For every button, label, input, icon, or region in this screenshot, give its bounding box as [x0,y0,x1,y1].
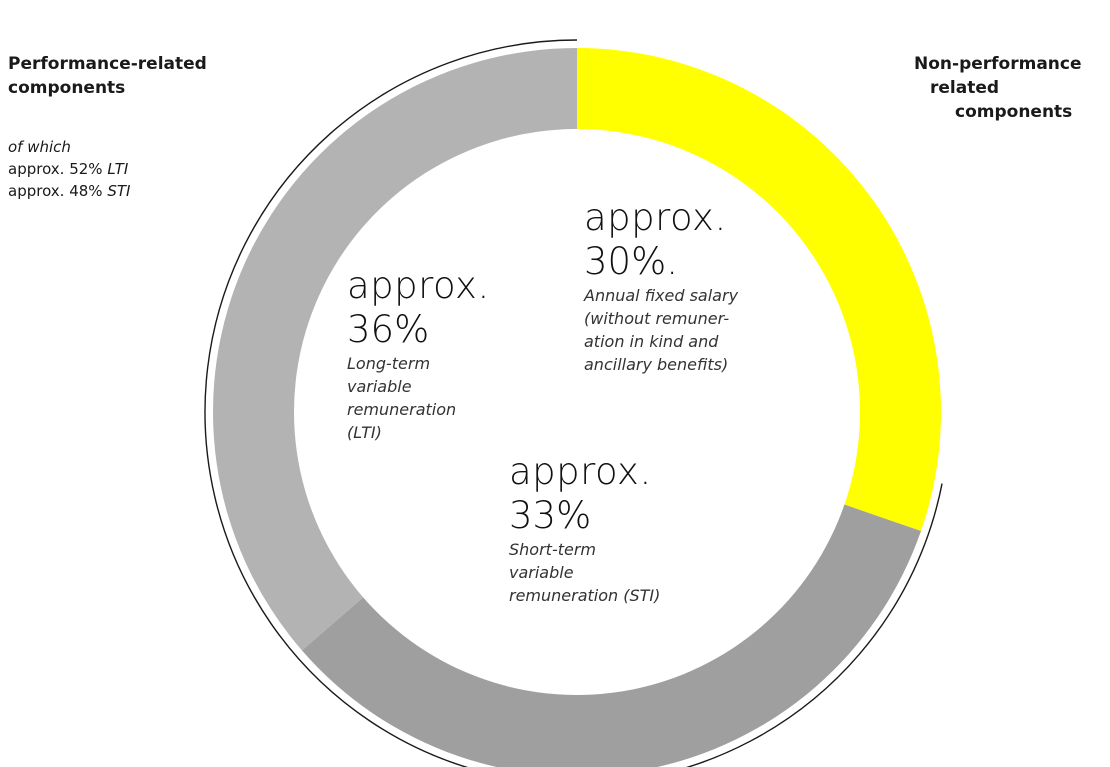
slice-sti [301,504,921,767]
slice-label-fixed-salary: approx. 30%. Annual fixed salary (withou… [584,196,738,376]
slice-label-lti-prefix: approx. [347,264,490,307]
slice-label-sti-percent: 33% [509,494,592,537]
slice-lti [212,48,577,651]
slice-label-sti-desc-1: Short-term [509,540,596,559]
slice-label-fixed-desc-1: Annual fixed salary [584,286,739,305]
slice-label-lti-desc-2: variable [347,377,412,396]
donut-slices [212,48,941,767]
slice-label-fixed-desc-4: ancillary benefits) [584,355,729,374]
slice-label-fixed-percent: 30%. [584,240,678,283]
slice-label-lti-desc-4: (LTI) [347,423,382,442]
non-performance-heading: Non-performance related components [914,52,1082,124]
slice-fixed [577,48,941,532]
performance-heading-line-2: components [8,78,126,98]
note-line-lti: approx. 52% LTI [8,160,129,178]
bracket-performance-related [204,39,926,767]
group-brackets [204,39,943,767]
non-performance-heading-line-1: Non-performance [914,54,1082,74]
performance-related-heading: Performance-related components [8,52,207,100]
non-performance-heading-line-3: components [955,102,1073,122]
slice-label-lti-desc-1: Long-term [347,354,431,373]
performance-breakdown-note: of which approx. 52% LTI approx. 48% STI [8,136,130,202]
slice-label-sti: approx. 33% Short-term variable remunera… [509,450,660,607]
slice-label-fixed-desc-3: ation in kind and [584,332,719,351]
slice-label-lti: approx. 36% Long-term variable remunerat… [347,264,490,444]
non-performance-heading-line-2: related [930,78,1000,98]
bracket-non-performance-related [924,483,943,544]
slice-label-sti-desc-3: remuneration (STI) [509,586,661,605]
slice-label-lti-percent: 36% [347,308,430,351]
slice-label-sti-prefix: approx. [509,450,652,493]
slice-label-fixed-prefix: approx. [584,196,727,239]
slice-label-lti-desc-3: remuneration [347,400,457,419]
performance-heading-line-1: Performance-related [8,54,207,74]
note-line-sti: approx. 48% STI [8,182,131,200]
slice-label-fixed-desc-2: (without remuner- [584,309,730,328]
note-intro: of which [8,138,71,156]
slice-label-sti-desc-2: variable [509,563,574,582]
